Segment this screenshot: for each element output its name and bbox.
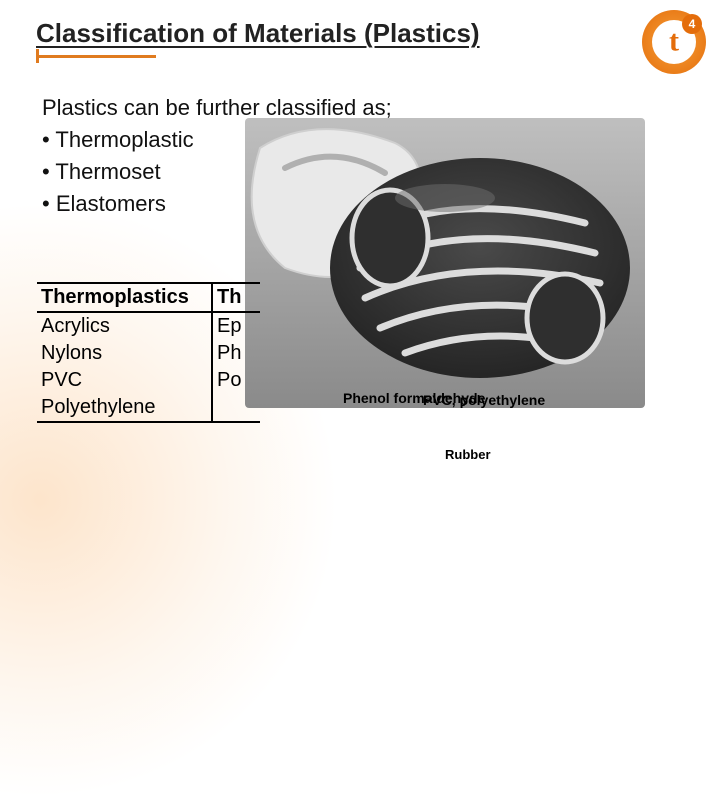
caption-pvc-poly: PVC, polyethylene: [423, 392, 545, 408]
materials-table: Thermoplastics Th Acrylics Ep Nylons Ph …: [37, 282, 260, 423]
header-thermoset-clipped: Th: [212, 283, 260, 312]
table-row: Acrylics Ep: [37, 312, 260, 340]
bullet-1: • Thermoplastic: [42, 124, 392, 156]
brand-logo: t 4: [642, 10, 706, 74]
cell-ep: Ep: [212, 312, 260, 340]
cell-po: Po: [212, 367, 260, 394]
table-row: Nylons Ph: [37, 340, 260, 367]
cell-acrylics: Acrylics: [37, 312, 212, 340]
table-row: Polyethylene: [37, 394, 260, 422]
cell-pvc: PVC: [37, 367, 212, 394]
title-underline-accent: [36, 55, 156, 58]
intro-text: Plastics can be further classified as; •…: [42, 92, 392, 220]
materials-table-zone: Thermoplastics Th Acrylics Ep Nylons Ph …: [37, 282, 260, 423]
intro-lead: Plastics can be further classified as;: [42, 95, 392, 120]
bullet-2: • Thermoset: [42, 156, 392, 188]
page-title: Classification of Materials (Plastics): [36, 18, 480, 49]
bullet-3-label: Elastomers: [56, 191, 166, 216]
cell-polyethylene: Polyethylene: [37, 394, 212, 422]
table-header-row: Thermoplastics Th: [37, 283, 260, 312]
table-row: PVC Po: [37, 367, 260, 394]
logo-superscript: 4: [682, 14, 702, 34]
title-block: Classification of Materials (Plastics): [36, 18, 480, 58]
cell-empty: [212, 394, 260, 422]
header-thermoplastics: Thermoplastics: [37, 283, 212, 312]
bullet-2-label: Thermoset: [55, 159, 160, 184]
cell-ph: Ph: [212, 340, 260, 367]
bullet-3: • Elastomers: [42, 188, 392, 220]
bullet-1-label: Thermoplastic: [55, 127, 193, 152]
logo-letter: t: [669, 24, 679, 58]
title-accent-tick: [36, 49, 50, 63]
cell-nylons: Nylons: [37, 340, 212, 367]
caption-rubber: Rubber: [445, 447, 491, 462]
